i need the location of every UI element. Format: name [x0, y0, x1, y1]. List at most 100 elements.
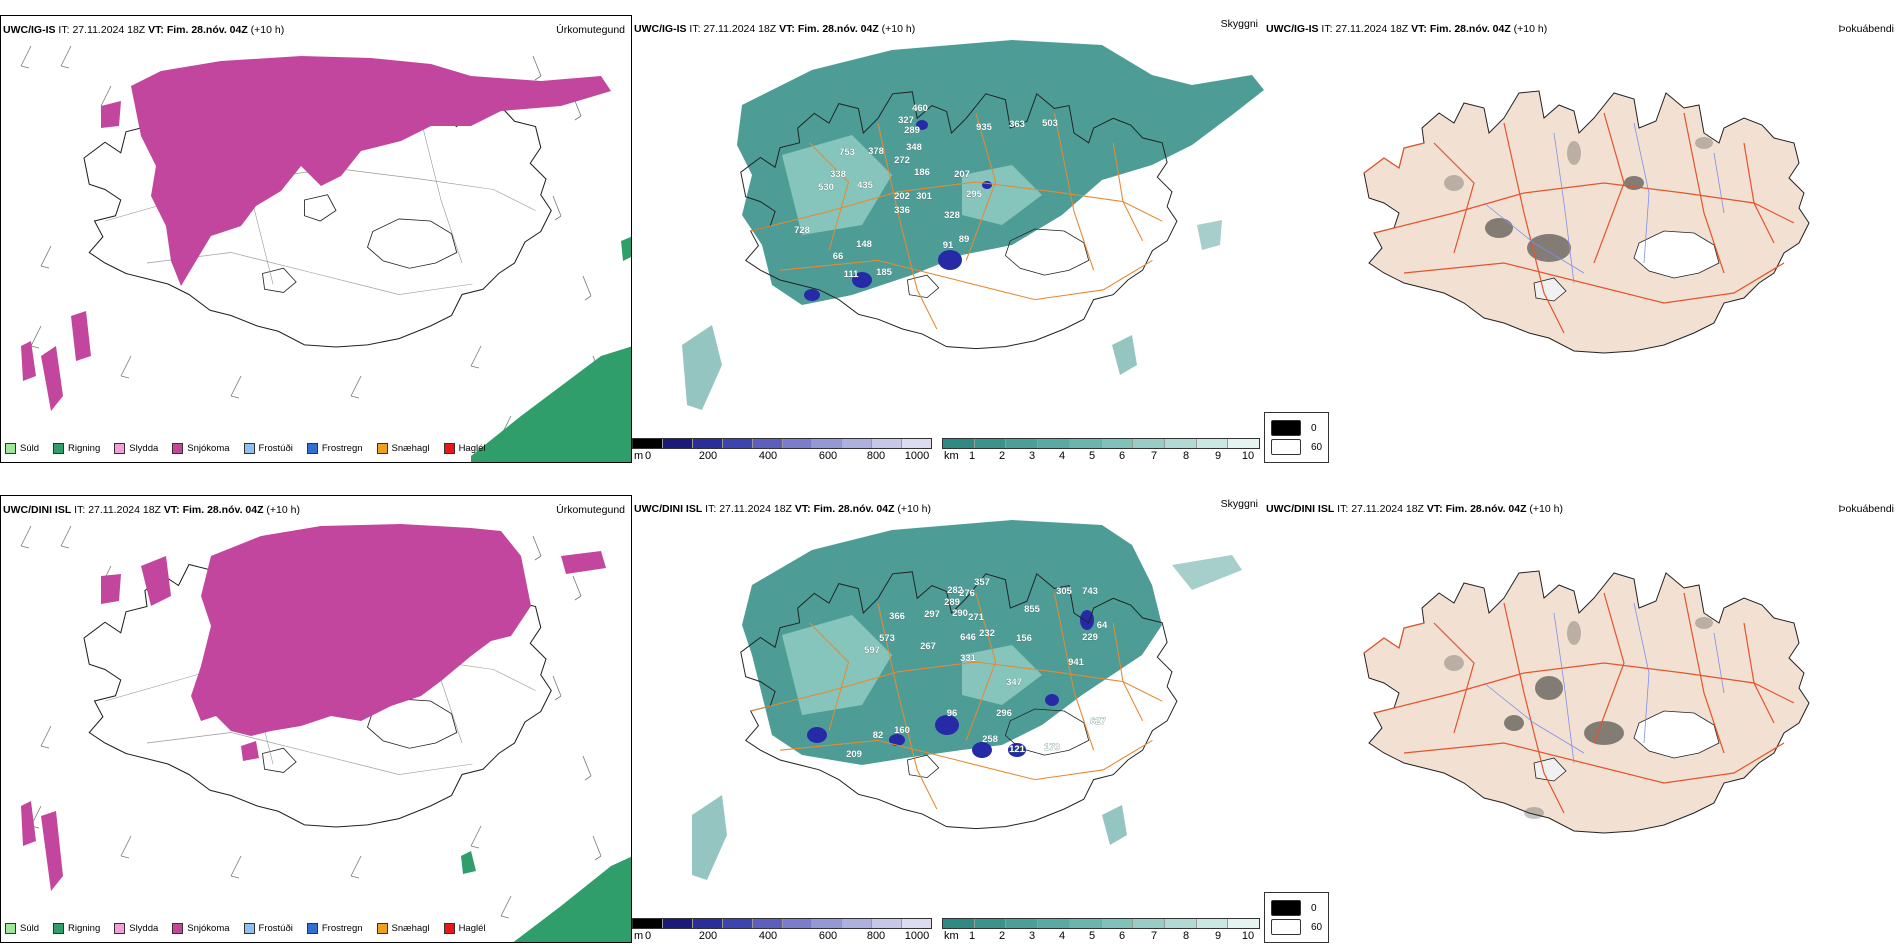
rivers: [1483, 602, 1725, 764]
fog-legend-row: 0: [1271, 900, 1322, 916]
colorbar-ticks: km 1 2 3 4 5 6 7 8 9 10: [942, 930, 1260, 943]
low-cloud-patches: [804, 120, 992, 301]
panel-header: UWC/DINI ISL IT: 27.11.2024 18Z VT: Fim.…: [1266, 503, 1563, 515]
vt-label: VT:: [1426, 503, 1443, 515]
fog-swatch: [1271, 420, 1301, 436]
panel-header: UWC/DINI ISL IT: 27.11.2024 18Z VT: Fim.…: [634, 503, 931, 515]
legend-label: Slydda: [129, 443, 159, 454]
cloud-value-labels: 460 327 289 935 363 503 753 378 348 272 …: [794, 103, 1058, 281]
value-label: 338: [830, 169, 846, 180]
value-label: 209: [846, 749, 862, 760]
lead-time: (+10 h): [1513, 23, 1548, 35]
legend-item: Slydda: [114, 443, 158, 454]
fog-legend: 0 60: [1264, 892, 1330, 943]
rain-area: [461, 851, 631, 942]
fog-legend-row: 60: [1271, 919, 1322, 935]
value-label: 753: [839, 147, 855, 158]
cbar-tick: 4: [1058, 450, 1066, 462]
value-label: 336: [894, 205, 910, 216]
colorbar-swatches: [942, 438, 1260, 449]
value-label: 935: [976, 122, 993, 133]
value-label: 121: [1009, 744, 1026, 755]
cbar-tick: 5: [1088, 930, 1096, 942]
it-label: IT:: [1321, 23, 1333, 35]
fog-panel-row1: UWC/IG-IS IT: 27.11.2024 18Z VT: Fim. 28…: [1264, 15, 1900, 463]
cbar-tick: 2: [998, 450, 1006, 462]
value-label: 347: [1006, 677, 1022, 688]
cbar-tick: 6: [1118, 450, 1126, 462]
visibility-colorbar: km 1 2 3 4 5 6 7 8 9 10: [942, 438, 1260, 463]
legend-item: Rigning: [53, 923, 100, 934]
vt-value: Fim. 28.nóv. 04Z: [797, 23, 879, 35]
fog-map-row2: [1363, 570, 1810, 834]
legend-swatch: [53, 443, 65, 454]
legend-label: Frostregn: [321, 443, 363, 454]
value-label: 186: [914, 167, 930, 178]
value-label: 743: [1082, 586, 1098, 597]
legend-swatch: [5, 443, 16, 454]
fog-swatch: [1271, 439, 1301, 455]
cbar-tick: 8: [1182, 930, 1190, 942]
legend-swatch: [172, 443, 184, 454]
fog-tick: 60: [1311, 441, 1323, 453]
cbar-tick: 10: [1241, 450, 1255, 462]
legend-swatch: [376, 443, 388, 454]
value-label: 156: [1016, 633, 1032, 644]
cbar-tick: 800: [866, 930, 886, 942]
panel-title: Úrkomutegund: [556, 24, 625, 36]
value-label: 148: [856, 239, 872, 250]
value-label: 728: [794, 225, 810, 236]
model-name: UWC/DINI ISL: [1266, 503, 1335, 515]
precip-panel-row2: UWC/DINI ISL IT: 27.11.2024 18Z VT: Fim.…: [0, 495, 632, 943]
panel-header: UWC/IG-IS IT: 27.11.2024 18Z VT: Fim. 28…: [1266, 23, 1547, 35]
value-label: 229: [1082, 632, 1098, 643]
legend-label: Haglél: [458, 923, 486, 934]
value-label: 460: [912, 103, 928, 114]
vt-value: Fim. 28.nóv. 04Z: [1445, 503, 1527, 515]
cbar-tick: 3: [1028, 930, 1036, 942]
panel-header: UWC/IG-IS IT: 27.11.2024 18Z VT: Fim. 28…: [3, 24, 284, 36]
value-label: 327: [898, 115, 914, 126]
colorbar-ticks: m 0 200 400 600 800 1000: [632, 450, 932, 463]
value-label: 855: [1024, 604, 1041, 615]
cbar-tick: 0: [644, 930, 652, 942]
legend-swatch: [243, 443, 255, 454]
cbar-tick: 1000: [904, 930, 930, 942]
cbar-tick: 5: [1088, 450, 1096, 462]
legend-label: Frostúði: [258, 443, 293, 454]
vt-label: VT:: [148, 24, 164, 36]
value-label: 331: [960, 653, 977, 664]
value-label: 297: [924, 609, 940, 620]
precip-legend: Súld Rigning Slydda Snjókoma Frostúði Fr…: [5, 443, 486, 454]
wind-barbs: [20, 525, 602, 919]
value-label: 282: [947, 585, 963, 596]
precip-legend: Súld Rigning Slydda Snjókoma Frostúði Fr…: [5, 923, 486, 934]
value-label: 232: [979, 628, 995, 639]
value-label: 363: [1009, 119, 1025, 130]
precip-map-row2: [20, 524, 631, 942]
legend-item: Slydda: [114, 923, 158, 934]
fog-map-row1: [1363, 90, 1810, 354]
cbar-unit: m: [634, 930, 644, 942]
cbar-tick: 10: [1241, 930, 1255, 942]
legend-swatch: [172, 923, 184, 934]
cbar-tick: 200: [698, 930, 718, 942]
value-label: 530: [818, 182, 834, 193]
legend-swatch: [243, 923, 255, 934]
cloud-map-row1: 460 327 289 935 363 503 753 378 348 272 …: [682, 40, 1264, 410]
panel-title: Þokuábendi: [1838, 503, 1894, 515]
value-label: 271: [968, 612, 985, 623]
value-label: 258: [982, 734, 998, 745]
value-label: 627: [1090, 716, 1106, 727]
legend-label: Rigning: [68, 443, 101, 454]
value-label: 272: [894, 155, 910, 166]
value-label: 597: [864, 645, 880, 656]
it-value: 27.11.2024 18Z: [719, 503, 792, 515]
value-label: 435: [857, 180, 874, 191]
fog-tick: 0: [1311, 902, 1317, 914]
legend-item: Snjókoma: [172, 443, 230, 454]
fog-legend: 0 60: [1264, 412, 1330, 463]
value-label: 276: [959, 588, 975, 599]
legend-label: Súld: [20, 443, 40, 454]
it-label: IT:: [689, 23, 701, 35]
